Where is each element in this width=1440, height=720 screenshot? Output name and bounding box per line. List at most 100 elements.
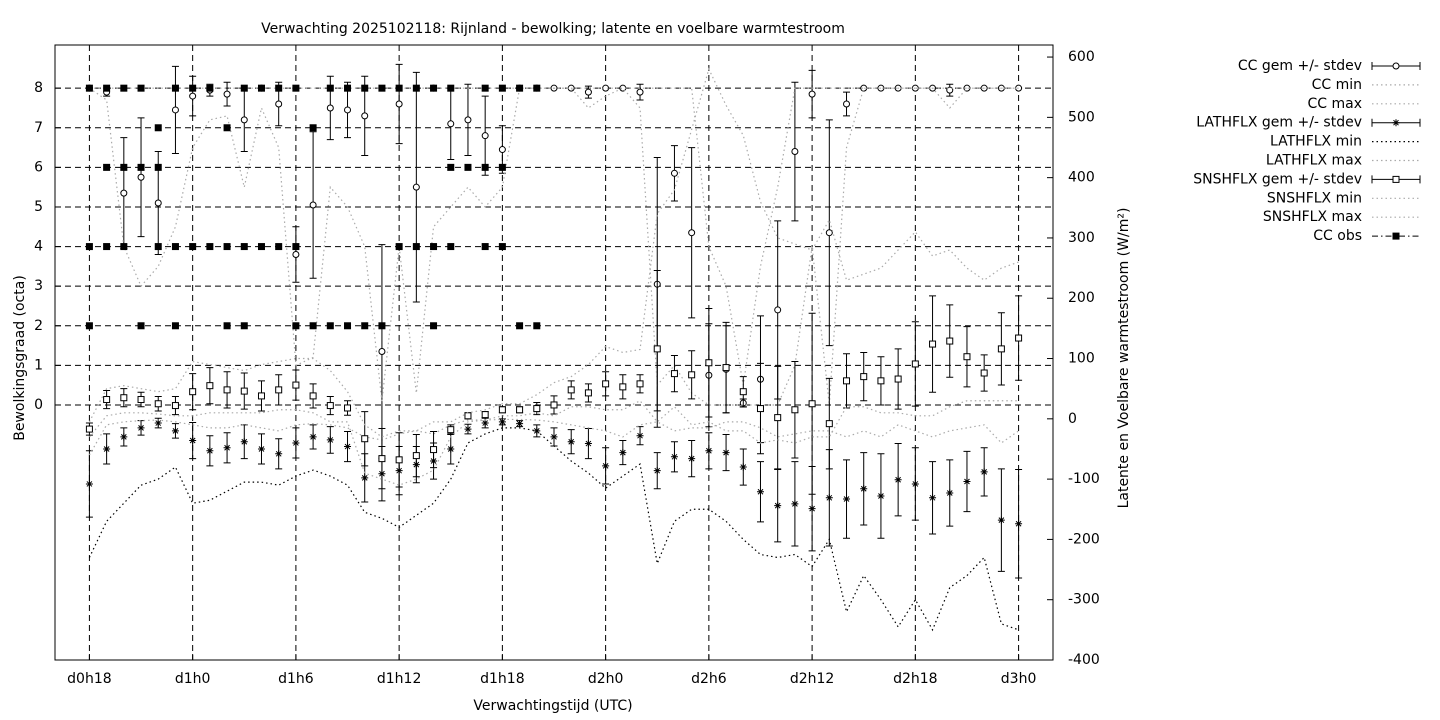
point bbox=[223, 386, 231, 394]
point bbox=[189, 437, 197, 445]
point bbox=[85, 322, 93, 330]
y2-tick-label: 200 bbox=[1068, 290, 1095, 306]
point bbox=[257, 84, 265, 92]
point bbox=[154, 400, 162, 408]
x-axis-label: Verwachtingstijd (UTC) bbox=[473, 698, 632, 714]
point bbox=[120, 433, 128, 441]
point bbox=[670, 453, 678, 461]
point bbox=[670, 169, 678, 177]
point bbox=[860, 485, 868, 493]
legend-label: CC obs bbox=[1313, 228, 1362, 244]
point bbox=[326, 322, 334, 330]
point bbox=[137, 163, 145, 171]
x-tick-label: d2h0 bbox=[588, 671, 624, 687]
point bbox=[1015, 520, 1023, 528]
point bbox=[240, 322, 248, 330]
point bbox=[326, 436, 334, 444]
legend-label: SNSHFLX max bbox=[1263, 209, 1362, 225]
point bbox=[464, 116, 472, 124]
point bbox=[550, 401, 558, 409]
point bbox=[705, 447, 713, 455]
point bbox=[206, 243, 214, 251]
point bbox=[240, 438, 248, 446]
point bbox=[378, 455, 386, 463]
point bbox=[911, 360, 919, 368]
y-axis-label: Bewolkingsgraad (octa) bbox=[12, 275, 28, 441]
plot-frame bbox=[54, 44, 1054, 661]
point bbox=[533, 84, 541, 92]
point bbox=[877, 492, 885, 500]
point bbox=[206, 447, 214, 455]
x-tick-label: d1h18 bbox=[480, 671, 524, 687]
point bbox=[481, 411, 489, 419]
point bbox=[481, 419, 489, 427]
point bbox=[894, 375, 902, 383]
point bbox=[808, 400, 816, 408]
point bbox=[584, 88, 592, 96]
point bbox=[602, 380, 610, 388]
point bbox=[722, 449, 730, 457]
y-tick-label: 3 bbox=[34, 278, 43, 294]
point bbox=[120, 189, 128, 197]
point bbox=[309, 201, 317, 209]
point bbox=[739, 388, 747, 396]
point bbox=[894, 476, 902, 484]
point bbox=[275, 243, 283, 251]
point bbox=[292, 322, 300, 330]
legend-label: CC min bbox=[1312, 77, 1362, 93]
point bbox=[602, 462, 610, 470]
point bbox=[481, 163, 489, 171]
point bbox=[240, 116, 248, 124]
x-tick-label: d2h12 bbox=[790, 671, 834, 687]
point bbox=[980, 369, 988, 377]
point bbox=[103, 243, 111, 251]
point bbox=[292, 84, 300, 92]
point bbox=[653, 345, 661, 353]
point bbox=[361, 474, 369, 482]
y2-tick-label: 300 bbox=[1068, 230, 1095, 246]
point bbox=[980, 468, 988, 476]
point bbox=[395, 84, 403, 92]
point bbox=[223, 124, 231, 132]
point bbox=[498, 163, 506, 171]
point bbox=[361, 322, 369, 330]
point bbox=[292, 381, 300, 389]
point bbox=[430, 84, 438, 92]
point bbox=[774, 414, 782, 422]
point bbox=[206, 84, 214, 92]
x-tick-label: d0h18 bbox=[67, 671, 111, 687]
legend-label: CC max bbox=[1307, 96, 1362, 112]
point bbox=[171, 322, 179, 330]
x-tick-label: d1h0 bbox=[175, 671, 211, 687]
point bbox=[430, 322, 438, 330]
point bbox=[171, 106, 179, 114]
point bbox=[447, 120, 455, 128]
point bbox=[223, 444, 231, 452]
point bbox=[137, 84, 145, 92]
y2-tick-label: -100 bbox=[1068, 471, 1100, 487]
point bbox=[877, 377, 885, 385]
point bbox=[1392, 62, 1400, 70]
point bbox=[464, 163, 472, 171]
point bbox=[843, 100, 851, 108]
point bbox=[154, 419, 162, 427]
point bbox=[929, 494, 937, 502]
point bbox=[447, 163, 455, 171]
point bbox=[85, 480, 93, 488]
point bbox=[378, 84, 386, 92]
legend-label: SNSHFLX gem +/- stdev bbox=[1193, 171, 1362, 187]
point bbox=[498, 243, 506, 251]
point bbox=[120, 84, 128, 92]
point bbox=[120, 394, 128, 402]
point bbox=[103, 84, 111, 92]
point bbox=[481, 243, 489, 251]
point bbox=[430, 243, 438, 251]
point bbox=[516, 322, 524, 330]
point bbox=[481, 132, 489, 140]
point bbox=[361, 84, 369, 92]
legend-label: LATHFLX min bbox=[1270, 134, 1362, 150]
point bbox=[774, 502, 782, 510]
point bbox=[498, 146, 506, 154]
point bbox=[447, 84, 455, 92]
